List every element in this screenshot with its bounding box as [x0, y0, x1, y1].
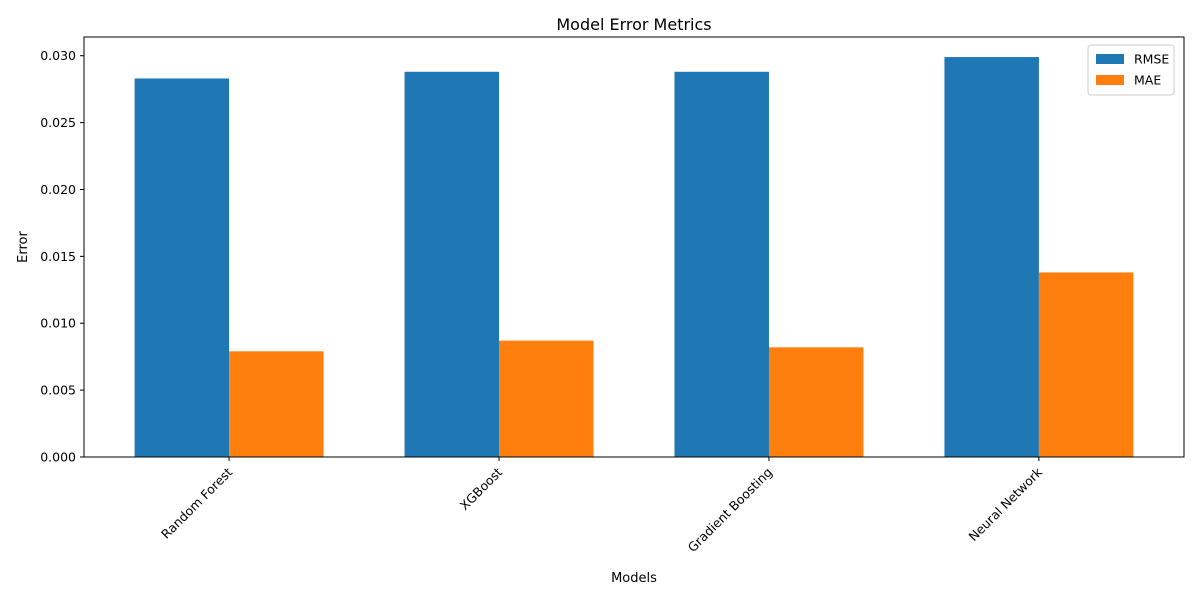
bars-group [134, 57, 1134, 458]
x-tick-label: XGBoost [457, 464, 506, 513]
x-tick-label: Random Forest [158, 464, 235, 541]
y-tick-label: 0.010 [40, 316, 76, 331]
y-tick-label: 0.030 [40, 48, 76, 63]
bar-rmse-1 [404, 71, 500, 457]
bar-rmse-2 [674, 71, 769, 457]
y-tick-label: 0.005 [40, 383, 76, 398]
bar-mae-2 [768, 347, 864, 457]
x-tick-label: Gradient Boosting [685, 465, 776, 556]
x-axis-label: Models [611, 571, 657, 586]
y-axis-label: Error [16, 231, 31, 263]
x-tick-label: Neural Network [966, 464, 1046, 544]
y-axis: 0.000 0.005 0.010 0.015 0.020 0.025 0.030 [40, 48, 84, 465]
x-axis: Random Forest XGBoost Gradient Boosting Neu… [158, 457, 1046, 556]
chart-title: Model Error Metrics [556, 15, 711, 34]
legend-label-rmse: RMSE [1134, 52, 1169, 67]
legend-swatch-rmse [1096, 54, 1124, 64]
y-tick-label: 0.000 [40, 450, 76, 465]
bar-rmse-3 [944, 57, 1039, 458]
legend: RMSE MAE [1087, 44, 1175, 96]
y-tick-label: 0.025 [40, 115, 76, 130]
y-tick-label: 0.015 [40, 249, 76, 264]
bar-mae-0 [229, 351, 324, 457]
legend-label-mae: MAE [1134, 73, 1161, 88]
y-tick-label: 0.020 [40, 182, 76, 197]
legend-swatch-mae [1096, 75, 1124, 85]
bar-mae-3 [1038, 272, 1134, 457]
bar-mae-1 [499, 340, 594, 457]
bar-rmse-0 [134, 78, 230, 457]
plot-frame [83, 36, 1185, 458]
